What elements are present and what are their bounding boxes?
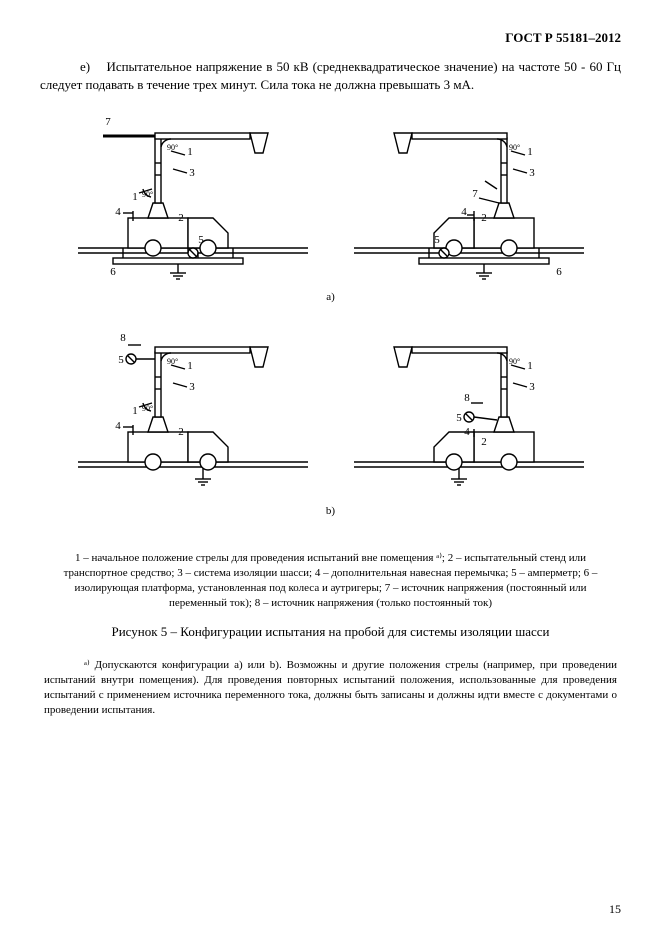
diagram-b-right: 8 5 1 3 4 2 90° xyxy=(349,317,589,497)
figure-row-b: 8 5 1 3 1 4 2 90° 90° 8 5 1 3 4 2 90° xyxy=(73,317,589,497)
footnote-a: ᵃ⁾ Допускаются конфигурации a) или b). В… xyxy=(40,658,621,717)
svg-text:1: 1 xyxy=(187,360,193,372)
svg-text:7: 7 xyxy=(105,116,111,128)
svg-text:3: 3 xyxy=(529,167,535,179)
diagram-b-left: 8 5 1 3 1 4 2 90° 90° xyxy=(73,317,313,497)
svg-text:1: 1 xyxy=(132,191,138,203)
svg-text:4: 4 xyxy=(461,206,467,218)
sublabel-a: a) xyxy=(326,291,335,303)
svg-text:5: 5 xyxy=(434,234,440,246)
svg-text:90°: 90° xyxy=(142,190,153,199)
footnote-marker: ᵃ⁾ xyxy=(84,659,90,671)
standard-header: ГОСТ Р 55181–2012 xyxy=(40,30,621,46)
svg-text:5: 5 xyxy=(118,354,124,366)
svg-text:1: 1 xyxy=(527,146,533,158)
svg-a-right: 7 1 3 4 2 5 6 90° xyxy=(349,103,589,283)
svg-text:90°: 90° xyxy=(167,357,178,366)
svg-b-right: 8 5 1 3 4 2 90° xyxy=(349,317,589,497)
paragraph-e: е) Испытательное напряжение в 50 кВ (сре… xyxy=(40,58,621,93)
page-number: 15 xyxy=(609,902,621,917)
svg-text:6: 6 xyxy=(556,266,562,278)
svg-text:2: 2 xyxy=(178,212,184,224)
page: ГОСТ Р 55181–2012 е) Испытательное напря… xyxy=(0,0,661,935)
svg-text:2: 2 xyxy=(481,436,487,448)
svg-text:5: 5 xyxy=(198,234,204,246)
svg-text:4: 4 xyxy=(115,206,121,218)
svg-text:4: 4 xyxy=(464,426,470,438)
svg-text:1: 1 xyxy=(132,405,138,417)
svg-text:8: 8 xyxy=(120,332,126,344)
svg-text:7: 7 xyxy=(472,188,478,200)
svg-text:2: 2 xyxy=(481,212,487,224)
svg-text:1: 1 xyxy=(527,360,533,372)
svg-a-left: 7 1 3 1 4 2 5 6 90° 90° xyxy=(73,103,313,283)
svg-text:90°: 90° xyxy=(142,404,153,413)
sublabel-b: b) xyxy=(326,505,335,517)
svg-text:2: 2 xyxy=(178,426,184,438)
svg-text:90°: 90° xyxy=(509,357,520,366)
svg-text:1: 1 xyxy=(187,146,193,158)
svg-text:4: 4 xyxy=(115,420,121,432)
svg-text:90°: 90° xyxy=(167,143,178,152)
figure-legend: 1 – начальное положение стрелы для прове… xyxy=(40,551,621,610)
figure-row-a: 7 1 3 1 4 2 5 6 90° 90° 7 1 3 4 2 5 6 90… xyxy=(73,103,589,283)
svg-text:3: 3 xyxy=(189,167,195,179)
svg-text:90°: 90° xyxy=(509,143,520,152)
svg-text:8: 8 xyxy=(464,392,470,404)
footnote-text: Допускаются конфигурации a) или b). Возм… xyxy=(44,659,617,716)
svg-text:5: 5 xyxy=(456,412,462,424)
diagram-a-left: 7 1 3 1 4 2 5 6 90° 90° xyxy=(73,103,313,283)
svg-text:6: 6 xyxy=(110,266,116,278)
svg-text:3: 3 xyxy=(529,381,535,393)
svg-text:3: 3 xyxy=(189,381,195,393)
figure-title: Рисунок 5 – Конфигурации испытания на пр… xyxy=(40,624,621,640)
para-marker: е) xyxy=(80,59,90,74)
svg-b-left: 8 5 1 3 1 4 2 90° 90° xyxy=(73,317,313,497)
para-text: Испытательное напряжение в 50 кВ (средне… xyxy=(40,59,621,92)
figure-5: 7 1 3 1 4 2 5 6 90° 90° 7 1 3 4 2 5 6 90… xyxy=(40,103,621,527)
diagram-a-right: 7 1 3 4 2 5 6 90° xyxy=(349,103,589,283)
